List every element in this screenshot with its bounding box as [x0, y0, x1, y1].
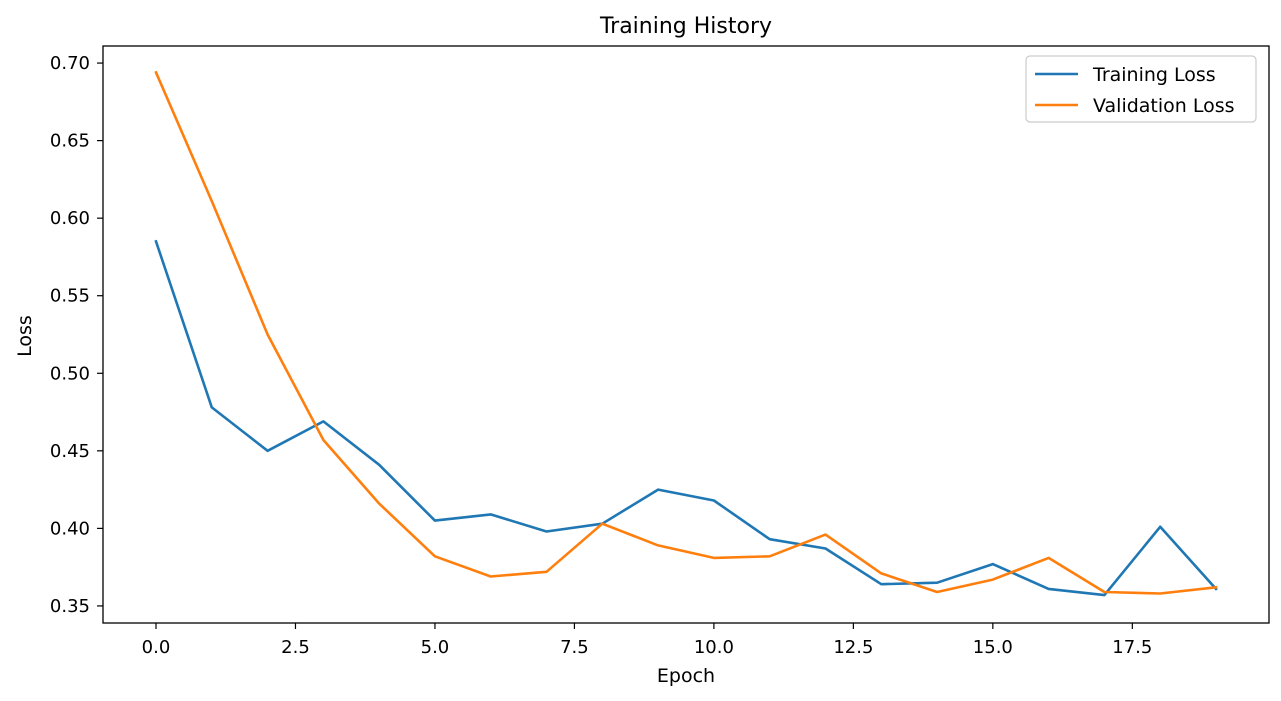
series-line-1	[154, 239, 1218, 597]
x-tick-label: 2.5	[281, 637, 310, 658]
x-tick-label: 10.0	[694, 637, 734, 658]
y-tick-label: 0.50	[50, 363, 90, 384]
x-tick-label: 12.5	[833, 637, 873, 658]
y-tick-label: 0.70	[50, 53, 90, 74]
y-tick-label: 0.35	[50, 596, 90, 617]
plot-frame	[102, 45, 1270, 624]
x-axis-label: Epoch	[657, 665, 715, 687]
x-tick-label: 17.5	[1112, 637, 1152, 658]
chart-title: Training History	[599, 14, 772, 39]
legend-label-1: Training Loss	[1092, 64, 1216, 86]
legend-label-2: Validation Loss	[1093, 95, 1235, 117]
y-tick-label: 0.65	[50, 131, 90, 152]
y-tick-label: 0.45	[50, 441, 90, 462]
x-tick-label: 15.0	[973, 637, 1013, 658]
legend-box	[1025, 55, 1257, 123]
x-tick-label: 0.0	[142, 637, 171, 658]
x-tick-label: 7.5	[560, 637, 589, 658]
y-tick-label: 0.60	[50, 208, 90, 229]
legend: Training Loss Validation Loss	[1025, 55, 1257, 123]
plot-area: 0.0 2.5 5.0 7.5 10.0 12.5 15.0 17.5 0.35 0.40 0.45…	[50, 45, 1270, 658]
series-line-2	[154, 70, 1218, 595]
y-tick-label: 0.55	[50, 286, 90, 307]
x-tick-label: 5.0	[421, 637, 450, 658]
y-tick-label: 0.40	[50, 518, 90, 539]
y-axis-label: Loss	[14, 315, 36, 357]
